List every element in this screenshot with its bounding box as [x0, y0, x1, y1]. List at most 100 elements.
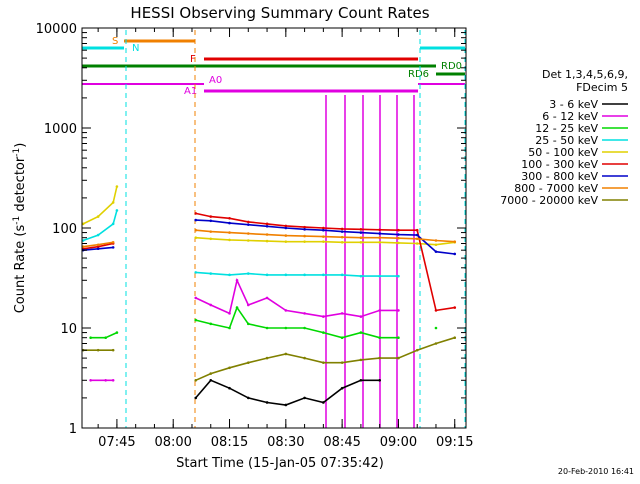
data-point [246, 223, 250, 226]
annotation-rd0: RD0 [441, 61, 462, 72]
data-point [246, 272, 250, 275]
a1-spikes [325, 95, 415, 428]
y-tick-label: 10000 [36, 22, 77, 37]
data-point [111, 348, 115, 352]
data-point [322, 361, 325, 364]
data-point [340, 273, 344, 277]
data-point [194, 236, 198, 239]
x-tick-label: 08:30 [267, 435, 304, 450]
data-point [340, 235, 344, 239]
chart-title: HESSI Observing Summary Count Rates [130, 4, 429, 22]
data-point [265, 224, 269, 228]
data-point [378, 240, 381, 244]
x-axis-label: Start Time (15-Jan-05 07:35:42) [176, 456, 384, 471]
data-point [246, 220, 250, 224]
data-point [96, 233, 100, 237]
y-tick-label: 1 [69, 422, 77, 437]
data-point [96, 348, 100, 352]
series [81, 336, 457, 382]
data-point [340, 230, 344, 233]
data-point [265, 239, 269, 243]
annotation-f: F [190, 54, 196, 65]
data-point [322, 401, 325, 404]
data-point [246, 396, 250, 400]
data-point [359, 236, 363, 239]
data-point [89, 378, 92, 382]
data-point [209, 237, 213, 241]
data-point [209, 215, 213, 218]
legend-label: 6 - 12 keV [542, 110, 598, 123]
data-point [303, 225, 306, 229]
data-point [194, 228, 198, 232]
data-point [209, 378, 213, 382]
data-point [228, 221, 231, 225]
data-point [397, 233, 400, 236]
data-point [359, 315, 363, 318]
data-point [246, 303, 250, 307]
data-point [322, 226, 325, 230]
legend-title-2: FDecim 5 [576, 81, 628, 94]
data-point [340, 386, 344, 390]
data-point [111, 240, 115, 244]
data-point [415, 228, 419, 232]
data-point [378, 228, 381, 232]
data-point [194, 396, 198, 400]
data-point [397, 241, 400, 245]
y-label-mid: detector [13, 156, 28, 216]
data-point [359, 274, 363, 278]
annotation-a0: A0 [209, 75, 222, 86]
data-point [228, 386, 231, 390]
x-tick-label: 07:45 [98, 435, 135, 450]
data-point [415, 237, 419, 241]
data-point [284, 224, 288, 228]
series [89, 277, 400, 382]
data-point [322, 331, 325, 334]
data-point [284, 226, 288, 230]
series [194, 378, 381, 407]
data-point [246, 361, 250, 364]
data-point [415, 348, 419, 352]
y-tick-label: 100 [52, 222, 77, 237]
data-point [115, 209, 119, 212]
data-point [111, 201, 115, 204]
data-point [209, 303, 213, 307]
series-layer [81, 185, 457, 407]
data-point [303, 273, 306, 277]
data-point [340, 336, 344, 339]
data-point [322, 228, 325, 232]
footer-timestamp: 20-Feb-2010 16:41 [558, 467, 634, 476]
data-point [228, 231, 231, 234]
data-point [303, 228, 306, 231]
data-point [284, 240, 288, 243]
data-point [434, 309, 438, 312]
y-label-sup2: -1 [12, 148, 22, 157]
data-point [359, 228, 363, 231]
data-point [340, 240, 344, 244]
legend-title-1: Det 1,3,4,5,6,9, [542, 68, 628, 81]
annotation-s: S [112, 36, 118, 47]
data-point [359, 231, 363, 234]
data-point [265, 356, 269, 360]
series [81, 228, 457, 249]
data-point [434, 326, 438, 330]
data-point [397, 356, 400, 360]
y-label-end: ) [13, 143, 28, 148]
data-point [228, 326, 231, 330]
data-point [397, 274, 400, 278]
data-point [194, 378, 198, 382]
y-tick-label: 10 [60, 322, 77, 337]
series-line [195, 271, 399, 277]
data-point [359, 378, 363, 382]
legend-label: 3 - 6 keV [549, 98, 598, 111]
data-point [415, 233, 419, 237]
data-point [194, 271, 198, 274]
data-point [359, 240, 363, 244]
data-point [265, 401, 269, 404]
legend-label: 25 - 50 keV [535, 134, 598, 147]
data-point [228, 238, 231, 242]
data-point [115, 185, 119, 188]
y-tick-label: 1000 [44, 122, 77, 137]
